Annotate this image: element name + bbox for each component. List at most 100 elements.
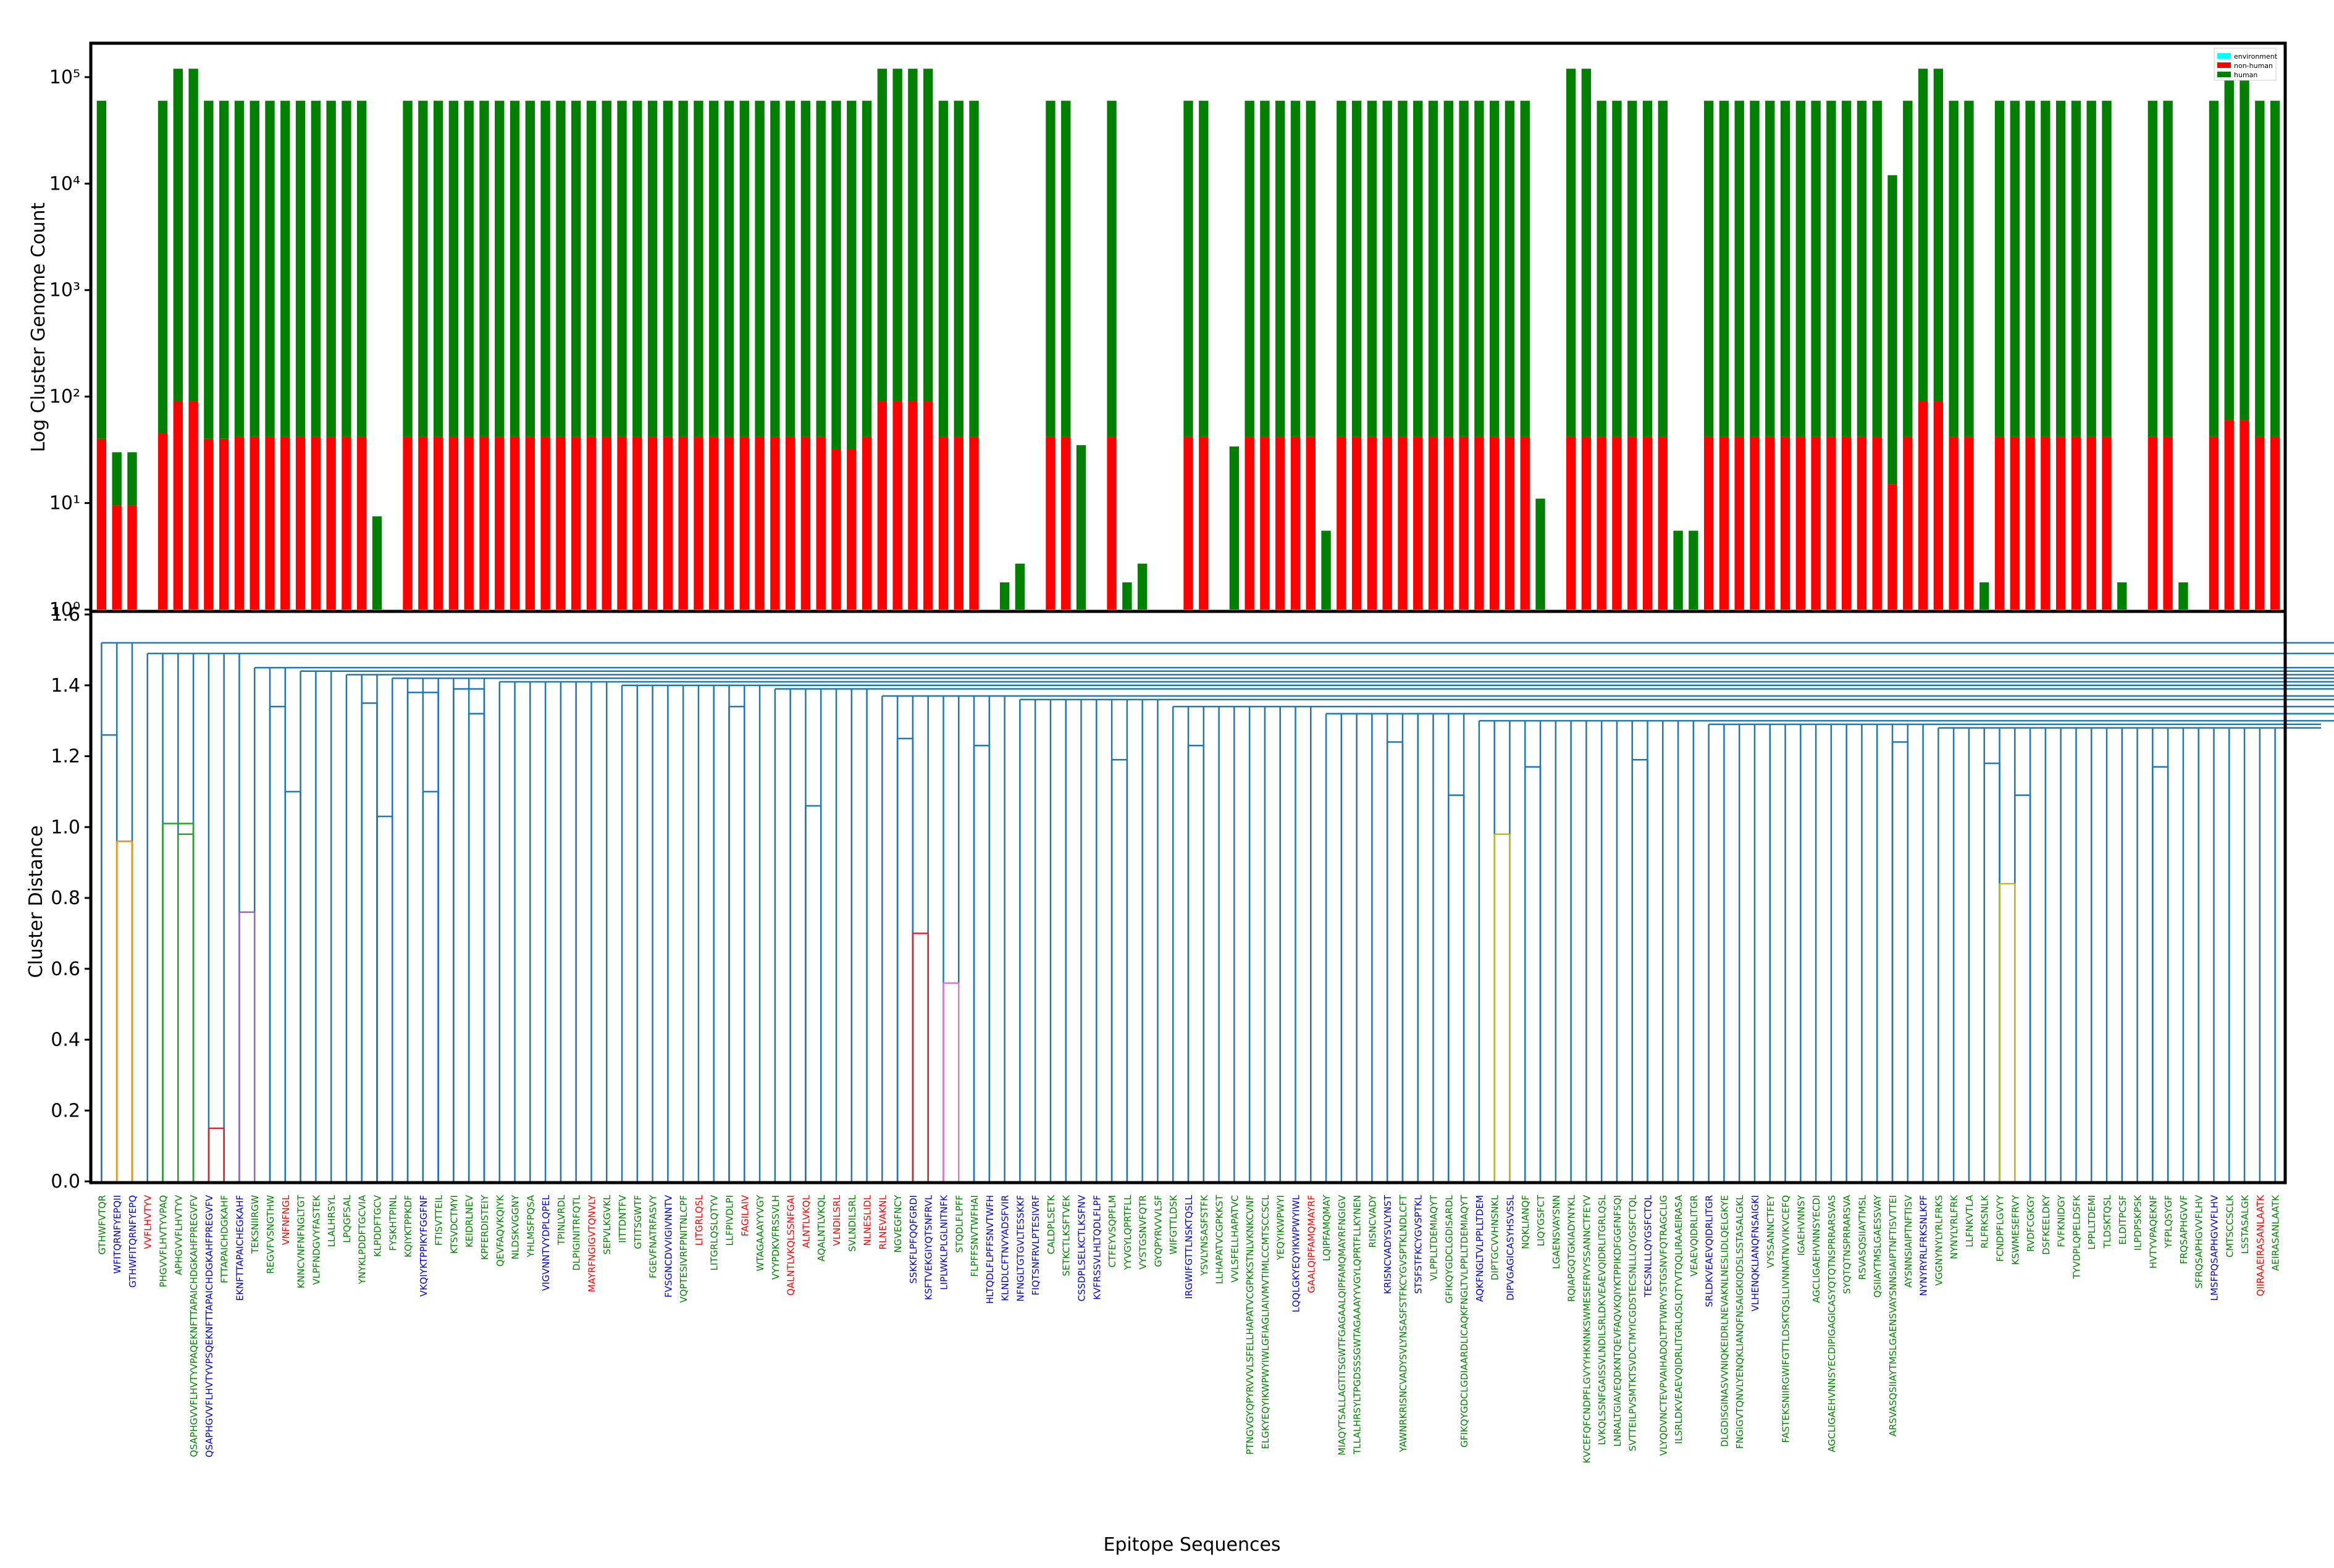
dendrogram-merge [1524, 766, 1542, 1181]
bar-human [2163, 101, 2173, 437]
bar-non-human [448, 437, 459, 610]
leaf-label: STSFSTFKCYGVSPTKL [1413, 1194, 1424, 1294]
bar-human [678, 101, 688, 437]
bar-non-human [571, 437, 581, 610]
bar-non-human [1581, 437, 1592, 610]
bar-non-human [739, 437, 749, 610]
bar-human [311, 101, 321, 437]
dendrogram-chart: 0.0 0.2 0.4 0.6 0.8 1.0 1.2 1.4 1.6 Cluster Dist… [25, 604, 2334, 1556]
leaf-label: RSVASQSIIAYTMSL [1857, 1194, 1868, 1280]
bar-human [1337, 101, 1346, 437]
dendrogram-y-tick-label: 1.6 [51, 604, 80, 626]
leaf-label: ALNTLVKQL [800, 1194, 812, 1248]
bar-non-human [770, 437, 780, 610]
leaf-label: FNGIGVTQNVLYENQKLIANQFNSAIGKIQDSLSSTASAL… [1734, 1194, 1745, 1449]
bar-human [96, 101, 107, 439]
leaf-label: WFITQRNFYEPQII [112, 1195, 123, 1273]
bar-human [1474, 101, 1484, 437]
leaf-label: KLPDDFTGCV [372, 1194, 383, 1257]
leaf-label: KEIDRLNEV [464, 1194, 475, 1247]
leaf-label: SSKKFLPFQQFGRDI [908, 1195, 919, 1284]
bar-non-human [204, 438, 214, 610]
bar-human [1015, 563, 1025, 610]
leaf-label: ELDITPCSF [2117, 1195, 2128, 1245]
bar-y-tick-label: 10² [49, 386, 80, 408]
bar-y-tick-label: 10¹ [49, 493, 80, 514]
leaf-label: SYQTQTNSPRRARSVA [1842, 1194, 1853, 1294]
bar-non-human [1443, 437, 1453, 610]
bar-non-human [709, 437, 719, 610]
bar-human [157, 101, 168, 434]
bar-human [326, 101, 336, 437]
bar-y-tick-label: 10⁴ [49, 173, 80, 195]
bar-human [632, 101, 642, 437]
bar-human [1275, 101, 1285, 437]
bar-human [1076, 445, 1086, 610]
leaf-label: PTNGVGYQPYRVVVLSFELLHAPATVCGPKKSTNLVKNKC… [1245, 1195, 1256, 1455]
bar-human [1765, 101, 1775, 437]
leaf-label: PHGVVFLHVTYVPAQ [158, 1195, 169, 1287]
leaf-label: VVFLHVTYV [143, 1194, 154, 1249]
leaf-label: GFIKQYGDCLGDIAARDLICAQKFNGLTVLPPLLTDEMIA… [1459, 1194, 1470, 1448]
leaf-label: LLFPIVDLPI [724, 1195, 736, 1246]
bar-human [525, 101, 535, 437]
leaf-label: HLTQDLFLPFFSNVTWFH [984, 1195, 996, 1304]
leaf-label: TLDSKTQSL [2102, 1194, 2113, 1249]
bar-human [173, 69, 183, 402]
leaf-label: LPQGFSAL [342, 1194, 353, 1243]
dendrogram-y-tick-label: 0.6 [51, 958, 80, 980]
bar-human [234, 101, 245, 437]
bar-non-human [602, 437, 611, 610]
bar-y-tick-label: 10⁰ [49, 599, 80, 621]
bar-non-human [112, 505, 122, 610]
leaf-label: LIPLWKLPLGLNITNFK [938, 1194, 949, 1290]
leaf-label: IRGWIFGTTLNSKTQSLL [1183, 1194, 1194, 1299]
leaf-label: FAGILAIV [739, 1194, 750, 1236]
bar-non-human [1046, 437, 1056, 610]
bar-human [495, 101, 505, 437]
bar-non-human [2071, 437, 2081, 610]
leaf-label: LSSTASALGK [2240, 1194, 2251, 1254]
bar-non-human [1903, 437, 1913, 610]
bar-human [1903, 101, 1913, 437]
bar-non-human [525, 437, 535, 610]
bar-human [1443, 101, 1453, 437]
bar-non-human [1459, 437, 1469, 610]
leaf-label: VKQIYKTPPIKYFGGFNF [418, 1195, 429, 1297]
bar-human [510, 101, 520, 437]
bar-y-tick-label: 10³ [49, 280, 80, 301]
bar-human [571, 101, 581, 437]
bar-non-human [1795, 437, 1806, 610]
bar-non-human [1627, 437, 1637, 610]
dendrogram-y-tick-label: 1.4 [51, 675, 80, 697]
bar-non-human [1826, 437, 1836, 610]
bar-non-human [2163, 437, 2173, 610]
leaf-label: KLNDLCFTNVYADSFVIR [1000, 1195, 1011, 1301]
bar-non-human [1275, 437, 1285, 610]
bar-non-human [1765, 437, 1775, 610]
leaf-label: YFPLQSYGF [2163, 1195, 2174, 1249]
leaf-label: AYSNNSIAIPTNFTISV [1903, 1194, 1914, 1288]
bar-human [1994, 101, 2005, 437]
bar-human [1826, 101, 1836, 437]
legend-swatch [2217, 53, 2231, 59]
dendrogram-merge [208, 1127, 225, 1181]
bar-human [663, 101, 673, 437]
bar-non-human [1964, 437, 1974, 610]
bar-human [2147, 101, 2158, 437]
bar-human [647, 101, 658, 437]
leaf-label: LPPLLTDEMI [2086, 1195, 2097, 1250]
dendrogram-merge [805, 805, 822, 1181]
leaf-label: KSFTVEKGIYQTSNFRVL [923, 1194, 934, 1300]
leaf-label: KNNCVNFNFNGLTGT [296, 1194, 307, 1288]
dendrogram-y-tick-label: 0.0 [51, 1171, 80, 1193]
bar-human [800, 101, 811, 437]
bar-human [2102, 101, 2112, 437]
bar-human [479, 101, 489, 437]
bar-human [2224, 69, 2234, 421]
dendrogram-merge [942, 982, 960, 1181]
bar-non-human [2025, 437, 2035, 610]
bar-non-human [265, 437, 275, 610]
bar-human [954, 101, 963, 437]
